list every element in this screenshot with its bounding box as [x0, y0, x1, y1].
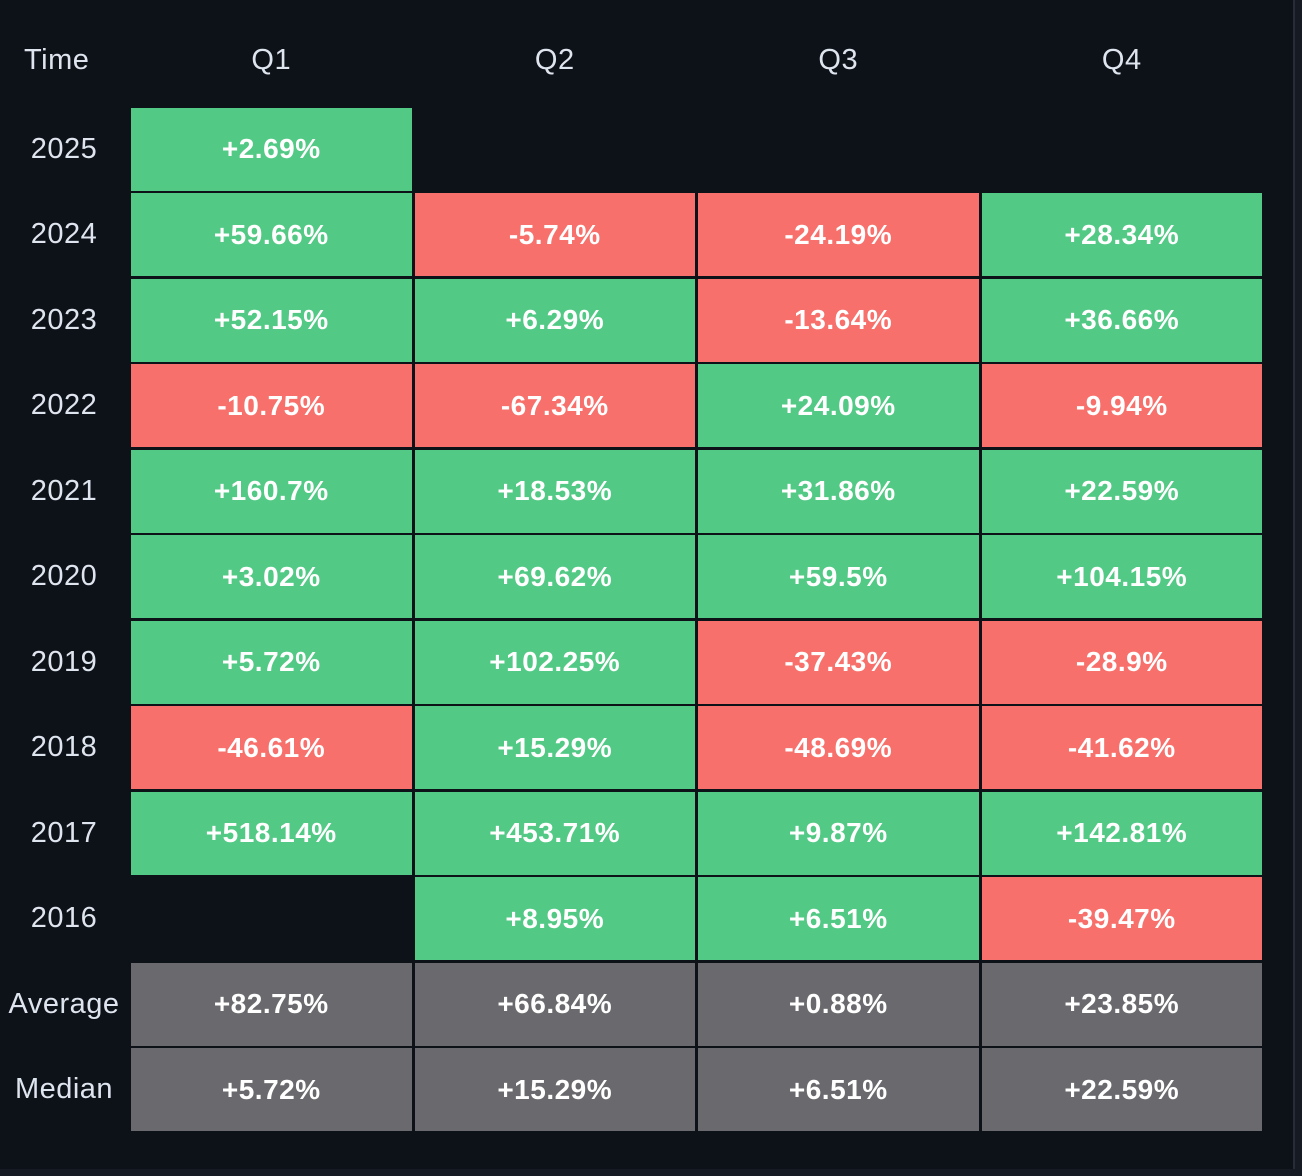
horizontal-scrollbar-track[interactable] [0, 1169, 1302, 1176]
row-label-2020: 2020 [30, 560, 98, 592]
row-label-2022: 2022 [30, 389, 98, 421]
heatmap-cell-2024-q2: -5.74% [414, 193, 695, 276]
heatmap-cell-2020-q1: +3.02% [131, 535, 412, 618]
heatmap-cell-2021-q3: +31.86% [698, 449, 979, 533]
vertical-scrollbar-track[interactable] [1293, 0, 1302, 1176]
row-label-median: Median [14, 1073, 114, 1105]
returns-grid: Time Q1 Q2 Q3 Q4 2025 +2.69% 2024 +59.66% -5.74% -… [8, 44, 1263, 1131]
heatmap-cell-2024-q4: +28.34% [981, 193, 1262, 276]
heatmap-cell-2020-q3: +59.5% [698, 535, 979, 618]
heatmap-cell-2025-q3 [698, 108, 979, 191]
heatmap-cell-2025-q1: +2.69% [131, 107, 412, 191]
heatmap-cell-2016-q4: -39.47% [981, 877, 1262, 960]
heatmap-cell-2019-q3: -37.43% [698, 620, 979, 704]
heatmap-cell-2017-q3: +9.87% [698, 791, 979, 875]
heatmap-cell-median-q4: +22.59% [981, 1048, 1262, 1131]
row-label-2021: 2021 [30, 474, 98, 507]
heatmap-cell-average-q4: +23.85% [981, 962, 1262, 1046]
time-column-header: Time [24, 44, 90, 76]
heatmap-cell-2019-q1: +5.72% [131, 620, 412, 704]
row-label-2025: 2025 [30, 132, 98, 165]
heatmap-cell-average-q3: +0.88% [698, 962, 979, 1046]
heatmap-cell-2017-q1: +518.14% [131, 791, 412, 875]
heatmap-cell-median-q3: +6.51% [698, 1048, 979, 1131]
heatmap-cell-2017-q2: +453.71% [414, 791, 695, 875]
heatmap-cell-2025-q2 [415, 108, 696, 191]
heatmap-cell-2021-q4: +22.59% [981, 449, 1262, 533]
heatmap-cell-2025-q4 [982, 108, 1263, 191]
row-label-2024: 2024 [30, 218, 98, 250]
heatmap-cell-average-q2: +66.84% [414, 962, 695, 1046]
heatmap-cell-2017-q4: +142.81% [981, 791, 1262, 875]
heatmap-cell-2023-q1: +52.15% [131, 278, 412, 362]
row-label-2019: 2019 [30, 645, 98, 678]
heatmap-cell-2024-q1: +59.66% [131, 193, 412, 276]
heatmap-cell-2016-q1 [131, 877, 412, 960]
column-header-q2: Q2 [534, 44, 575, 76]
row-label-2018: 2018 [30, 731, 98, 763]
heatmap-cell-2018-q2: +15.29% [414, 706, 695, 789]
column-header-q3: Q3 [818, 44, 859, 76]
column-header-q4: Q4 [1101, 44, 1142, 76]
heatmap-cell-median-q2: +15.29% [414, 1048, 695, 1131]
heatmap-cell-2018-q3: -48.69% [698, 706, 979, 789]
heatmap-cell-2023-q3: -13.64% [698, 278, 979, 362]
heatmap-cell-2022-q2: -67.34% [414, 364, 695, 447]
row-label-2017: 2017 [30, 816, 98, 849]
heatmap-cell-2018-q4: -41.62% [981, 706, 1262, 789]
heatmap-cell-2022-q1: -10.75% [131, 364, 412, 447]
heatmap-cell-2019-q2: +102.25% [414, 620, 695, 704]
heatmap-cell-2024-q3: -24.19% [698, 193, 979, 276]
heatmap-cell-2022-q3: +24.09% [698, 364, 979, 447]
heatmap-cell-2023-q4: +36.66% [981, 278, 1262, 362]
heatmap-cell-2021-q2: +18.53% [414, 449, 695, 533]
heatmap-cell-2016-q2: +8.95% [414, 877, 695, 960]
heatmap-cell-2018-q1: -46.61% [131, 706, 412, 789]
heatmap-cell-average-q1: +82.75% [131, 962, 412, 1046]
column-header-q1: Q1 [251, 44, 292, 76]
heatmap-cell-2016-q3: +6.51% [698, 877, 979, 960]
heatmap-cell-2023-q2: +6.29% [414, 278, 695, 362]
heatmap-cell-2019-q4: -28.9% [981, 620, 1262, 704]
heatmap-cell-2021-q1: +160.7% [131, 449, 412, 533]
row-label-2023: 2023 [30, 303, 98, 336]
heatmap-cell-2020-q2: +69.62% [414, 535, 695, 618]
row-label-2016: 2016 [30, 902, 98, 934]
heatmap-cell-median-q1: +5.72% [131, 1048, 412, 1131]
heatmap-cell-2022-q4: -9.94% [981, 364, 1262, 447]
heatmap-cell-2020-q4: +104.15% [981, 535, 1262, 618]
row-label-average: Average [8, 987, 120, 1020]
